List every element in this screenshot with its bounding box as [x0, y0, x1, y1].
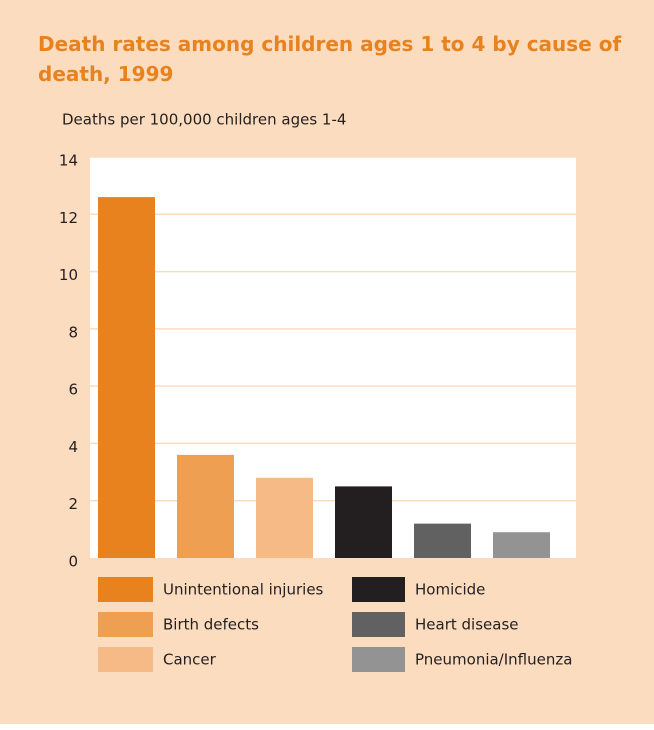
legend-label: Homicide	[415, 581, 485, 599]
bar	[177, 454, 234, 558]
y-tick-label: 8	[68, 323, 78, 341]
y-tick-label: 10	[59, 266, 78, 284]
legend-swatch	[98, 647, 153, 672]
bar	[98, 197, 155, 558]
y-tick-label: 14	[59, 152, 78, 170]
legend-label: Cancer	[163, 651, 217, 669]
y-tick-label: 12	[59, 209, 78, 227]
legend-swatch	[98, 612, 153, 637]
bar	[493, 532, 550, 558]
y-tick-label: 0	[68, 553, 78, 571]
legend-label: Unintentional injuries	[163, 581, 324, 599]
legend-label: Heart disease	[415, 616, 518, 634]
legend-swatch	[98, 577, 153, 602]
plot-area	[90, 157, 576, 558]
y-axis-label: Deaths per 100,000 children ages 1-4	[62, 111, 346, 129]
bar	[414, 523, 471, 558]
y-tick-label: 4	[68, 438, 78, 456]
legend-label: Pneumonia/Influenza	[415, 651, 572, 669]
legend-label: Birth defects	[163, 616, 259, 634]
y-tick-label: 2	[68, 495, 78, 513]
legend-swatch	[352, 577, 405, 602]
y-tick-label: 6	[68, 381, 78, 399]
legend-swatch	[352, 647, 405, 672]
bar	[335, 486, 392, 558]
legend-swatch	[352, 612, 405, 637]
chart-title: Death rates among children ages 1 to 4 b…	[38, 32, 628, 86]
bar	[256, 477, 313, 558]
